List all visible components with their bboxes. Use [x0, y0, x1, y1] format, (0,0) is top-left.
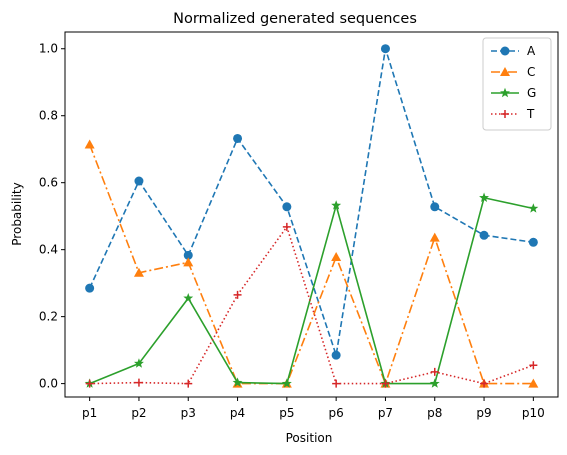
data-point: [84, 139, 95, 149]
x-tick-label: p3: [181, 406, 196, 420]
y-tick-label: 0.0: [39, 377, 58, 391]
data-point: [134, 176, 144, 186]
legend-label: C: [527, 65, 535, 79]
data-point: [85, 379, 94, 388]
data-point: [232, 377, 243, 387]
legend-label: G: [527, 86, 536, 100]
legend-label: T: [526, 107, 535, 121]
series-t: [85, 222, 538, 388]
y-tick-label: 0.2: [39, 310, 58, 324]
data-point: [282, 222, 291, 231]
y-axis-label: Probability: [10, 182, 24, 245]
legend-marker: [501, 110, 509, 118]
x-axis-label: Position: [286, 431, 333, 445]
data-point: [134, 378, 143, 387]
x-axis: p1 p2 p3 p4 p5 p6 p7 p8 p9 p10: [82, 397, 545, 420]
chart-title: Normalized generated sequences: [173, 11, 417, 27]
data-point: [233, 290, 242, 299]
data-point: [430, 202, 440, 212]
legend-item-t: T: [491, 107, 535, 121]
y-tick-label: 1.0: [39, 42, 58, 56]
data-point: [528, 378, 539, 388]
x-tick-label: p8: [427, 406, 442, 420]
data-point: [183, 250, 193, 260]
x-tick-label: p2: [131, 406, 146, 420]
plot-area: [84, 44, 539, 388]
y-tick-label: 0.6: [39, 176, 58, 190]
data-point: [281, 378, 292, 388]
series-line: [89, 225, 534, 385]
x-tick-label: p6: [329, 406, 344, 420]
x-tick-label: p1: [82, 406, 97, 420]
legend-frame: [482, 37, 552, 131]
data-point: [331, 252, 342, 262]
data-point: [85, 283, 95, 293]
data-point: [430, 367, 439, 376]
data-point: [479, 192, 489, 202]
plot-frame: [64, 31, 559, 398]
data-point: [380, 44, 390, 54]
data-point: [184, 379, 193, 388]
y-tick-label: 0.4: [39, 243, 58, 257]
legend-marker: [500, 87, 510, 98]
data-point: [183, 293, 194, 303]
data-point: [429, 232, 440, 242]
legend-marker: [500, 46, 510, 56]
data-point: [133, 267, 144, 277]
data-point: [134, 358, 144, 368]
data-point: [529, 361, 538, 370]
data-point: [528, 237, 538, 247]
legend-item-a: A: [491, 44, 536, 58]
data-point: [331, 200, 342, 210]
series-g: [84, 192, 539, 388]
series-line: [88, 48, 534, 356]
data-point: [429, 378, 440, 388]
data-point: [332, 379, 341, 388]
data-point: [479, 230, 489, 240]
data-point: [233, 133, 243, 143]
y-tick-label: 0.8: [39, 109, 58, 123]
series-a: [85, 44, 538, 360]
data-point: [480, 379, 489, 388]
series-line: [88, 144, 534, 386]
series-c: [84, 139, 539, 388]
data-point: [282, 202, 292, 212]
x-tick-label: p9: [476, 406, 491, 420]
x-tick-label: p4: [230, 406, 245, 420]
data-point: [528, 203, 539, 213]
y-axis: 0.0 0.2 0.4 0.6 0.8 1.0: [39, 42, 65, 391]
legend-item-c: C: [491, 65, 535, 79]
legend-marker: [500, 67, 510, 76]
legend-item-g: G: [491, 86, 536, 100]
legend-label: A: [527, 44, 536, 58]
x-tick-label: p10: [522, 406, 545, 420]
data-point: [381, 379, 390, 388]
data-point: [183, 257, 194, 267]
x-tick-label: p5: [279, 406, 294, 420]
data-point: [331, 350, 341, 360]
series-line: [89, 196, 534, 385]
x-tick-label: p7: [378, 406, 393, 420]
